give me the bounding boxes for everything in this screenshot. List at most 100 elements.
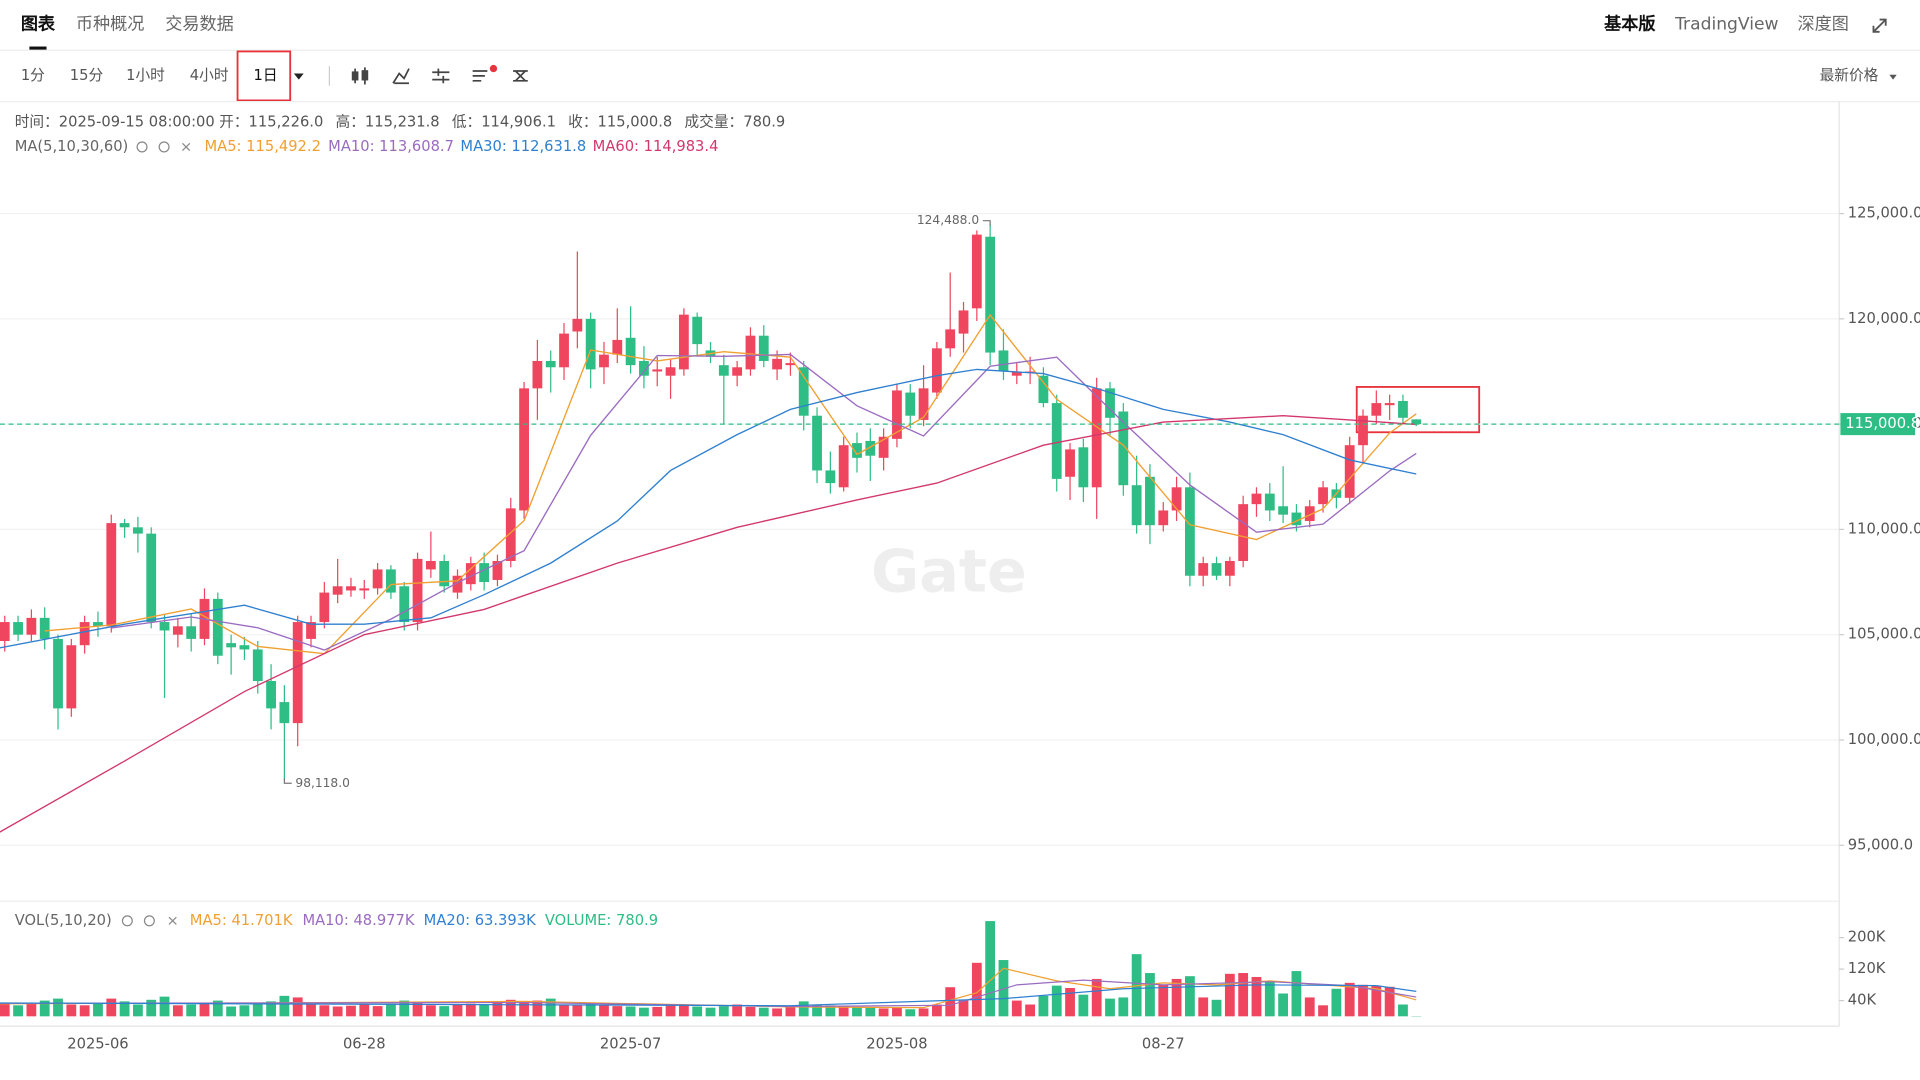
candle-body (1264, 493, 1275, 511)
candle-body (306, 622, 316, 639)
volume-bar (386, 1003, 396, 1017)
eye-icon[interactable] (121, 915, 133, 927)
volume-bar (1158, 984, 1169, 1017)
volume-bar (13, 1005, 23, 1017)
volume-bar (892, 1007, 902, 1017)
volume-bar (918, 1008, 929, 1017)
tab[interactable]: 图表 (21, 13, 56, 34)
volume-bar (519, 1001, 529, 1017)
volume-bar (1384, 986, 1395, 1017)
candle-body (1224, 560, 1235, 576)
volume-bar (1185, 976, 1195, 1017)
candle-body (758, 335, 769, 361)
candle-body (226, 643, 237, 648)
eye-icon[interactable] (136, 141, 148, 153)
interval[interactable]: 4小时 (190, 67, 229, 84)
ma-line (111, 353, 1417, 651)
interval[interactable]: 1小时 (126, 67, 165, 84)
candle-body (1358, 415, 1368, 446)
volume-bar (39, 1000, 50, 1017)
candle-body (692, 316, 703, 345)
close-icon[interactable] (168, 916, 177, 925)
dropdown-icon[interactable] (293, 73, 304, 80)
candle-body (852, 443, 862, 458)
interval[interactable]: 1日 (253, 67, 277, 84)
volume-bar (0, 1003, 10, 1017)
volume-bar (559, 1004, 569, 1017)
settings-icon[interactable] (432, 68, 450, 84)
candle-body (1065, 449, 1075, 477)
candle-body (625, 337, 636, 366)
volume-bar (399, 1000, 410, 1017)
volume-bar (465, 1003, 476, 1017)
candle-body (1118, 411, 1129, 486)
volume-bar (585, 1003, 596, 1017)
candle-body (119, 523, 130, 528)
volume-bar (798, 1001, 809, 1017)
volume-bar (212, 1000, 223, 1017)
volume-bar (1318, 1005, 1328, 1017)
volume-bar (505, 999, 516, 1017)
volume-bar (199, 1002, 210, 1017)
volume-bar (1371, 985, 1382, 1017)
candle-body (585, 318, 596, 370)
volume-bar (758, 1007, 769, 1017)
ma-legend: MA30: 112,631.8 (460, 138, 586, 155)
candle-body (1105, 388, 1115, 418)
candle-body (798, 367, 809, 416)
volume-ma-line (0, 979, 1417, 1008)
volume-bar (985, 921, 996, 1017)
volume-bar (359, 1004, 370, 1017)
tab[interactable]: 交易数据 (165, 14, 234, 34)
dropdown-icon[interactable] (1889, 74, 1897, 80)
volume-bar (931, 1004, 942, 1017)
info-text: 时间：2025-09-15 08:00:00 (15, 113, 215, 130)
volume-bar (1304, 997, 1315, 1017)
candle-body (652, 369, 663, 372)
candle-body (212, 598, 223, 656)
close-icon[interactable] (182, 142, 191, 152)
candle-body (386, 569, 396, 593)
drawing-icon[interactable] (472, 70, 488, 82)
volume-bar (692, 1006, 703, 1017)
volume-bar (186, 1004, 197, 1017)
volume-bar (1171, 978, 1182, 1017)
tab[interactable]: 币种概况 (76, 14, 145, 34)
candle-body (372, 569, 383, 589)
candle-body (931, 348, 942, 393)
candle-body (519, 388, 529, 511)
x-tick-label: 06-28 (343, 1035, 386, 1052)
view-tab[interactable]: 深度图 (1798, 14, 1849, 34)
candle-body (1131, 485, 1142, 526)
compare-icon[interactable] (513, 70, 528, 82)
candle-body (1344, 445, 1355, 498)
volume-bar (346, 1005, 356, 1017)
candle-body (785, 363, 796, 366)
view-tab[interactable]: 基本版 (1604, 13, 1656, 34)
volume-bar (172, 1005, 183, 1017)
indicator-icon[interactable] (392, 68, 410, 85)
candle-body (346, 586, 356, 591)
view-tab[interactable]: TradingView (1674, 14, 1778, 34)
candle-body (146, 533, 157, 623)
fullscreen-icon[interactable] (1872, 18, 1887, 33)
interval[interactable]: 15分 (70, 67, 104, 84)
volume-bar (772, 1008, 782, 1017)
candle-body (838, 445, 849, 488)
settings-icon[interactable] (158, 141, 170, 153)
interval[interactable]: 1分 (21, 67, 45, 84)
candle-icon-body (361, 70, 369, 81)
candle-body (1238, 504, 1249, 561)
settings-icon[interactable] (143, 915, 155, 927)
candle-body (878, 436, 889, 458)
candle-body (66, 645, 77, 709)
volume-bar (812, 1004, 822, 1017)
volume-bar (146, 999, 157, 1017)
candle-body (998, 350, 1009, 372)
candle-body (332, 586, 343, 595)
candle-body (1371, 403, 1382, 416)
price-type[interactable]: 最新价格 (1820, 67, 1879, 84)
candle-body (319, 592, 330, 623)
y-tick-label: 105,000.0 (1848, 626, 1920, 643)
info-text: 低：114,906.1 (452, 113, 556, 130)
